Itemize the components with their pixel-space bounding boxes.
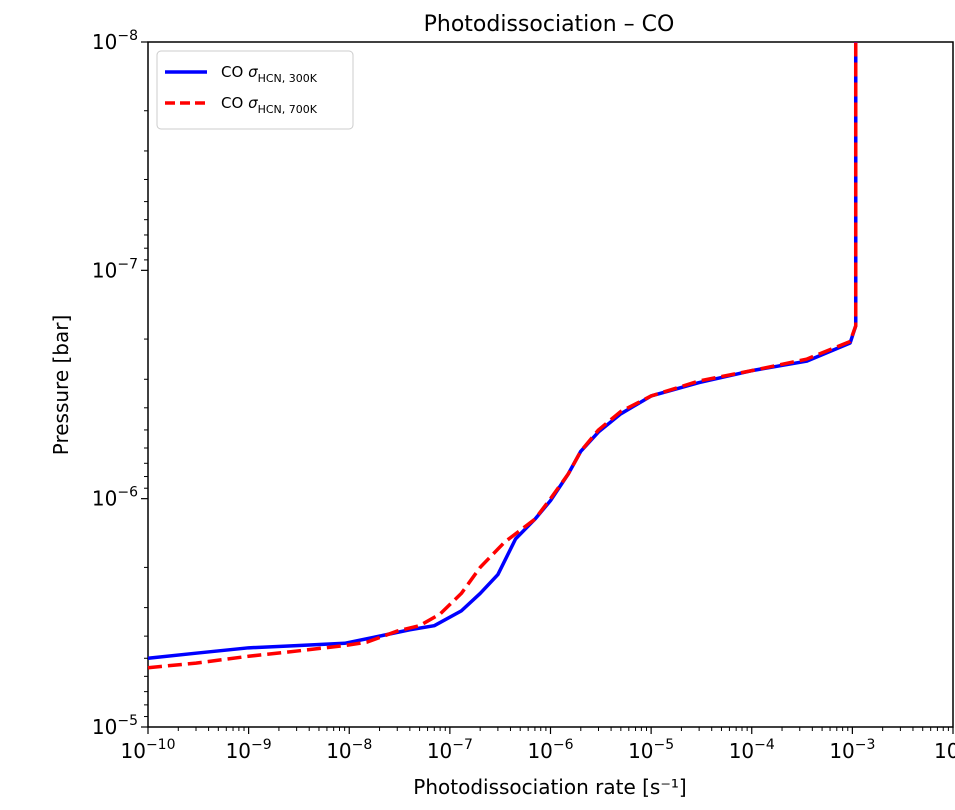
x-tick-label-exponent: −3 <box>855 737 876 753</box>
y-tick-label-exponent: −8 <box>117 28 138 44</box>
legend-label-prefix: CO <box>221 94 248 112</box>
y-tick-label: 10−7 <box>92 256 138 282</box>
x-tick-label-exponent: −8 <box>352 737 373 753</box>
x-tick-label-exponent: −9 <box>251 737 272 753</box>
plot-frame <box>147 41 954 728</box>
y-tick-label: 10−6 <box>92 485 138 511</box>
legend-label-symbol: σ <box>248 63 258 81</box>
x-tick-label-exponent: −7 <box>452 737 473 753</box>
minor-ticks <box>144 110 949 731</box>
x-tick-label-exponent: −4 <box>754 737 775 753</box>
x-tick-label: 10−3 <box>829 737 875 763</box>
x-tick-label-exponent: −6 <box>553 737 574 753</box>
x-tick-label: 10−10 <box>121 737 176 763</box>
x-tick-label-base: 10 <box>326 739 351 763</box>
x-tick-label: 10−5 <box>628 737 674 763</box>
y-tick-label-exponent: −6 <box>117 485 138 501</box>
x-tick-label-base: 10 <box>527 739 552 763</box>
plot-area <box>147 41 954 728</box>
y-tick-label-exponent: −5 <box>117 713 138 729</box>
x-tick-label-exponent: −5 <box>654 737 675 753</box>
x-tick-label: 10−6 <box>527 737 573 763</box>
y-tick-label-base: 10 <box>92 30 117 54</box>
x-tick-label-base: 10 <box>427 739 452 763</box>
x-tick-label-exponent: −10 <box>146 737 176 753</box>
series-line-2 <box>147 42 858 670</box>
chart-title: Photodissociation – CO <box>424 12 675 37</box>
x-tick-label: 10−7 <box>427 737 473 763</box>
x-tick-label-base: 10 <box>226 739 251 763</box>
series-layer <box>147 42 858 670</box>
x-tick-label-base: 10 <box>829 739 854 763</box>
legend-label-prefix: CO <box>221 63 248 81</box>
x-tick-label-base: 10 <box>628 739 653 763</box>
x-tick-label: 10−2 <box>934 737 955 763</box>
legend-label-2: CO σHCN, 700K <box>221 94 318 116</box>
legend-label-symbol: σ <box>248 94 258 112</box>
legend-label-1: CO σHCN, 300K <box>221 63 318 85</box>
y-axis-ticks: 10−810−710−610−5 <box>92 28 148 739</box>
legend-label-subscript: HCN, 700K <box>258 103 318 116</box>
x-tick-label-base: 10 <box>729 739 754 763</box>
x-tick-label: 10−9 <box>226 737 272 763</box>
legend-label-subscript: HCN, 300K <box>258 72 318 85</box>
x-tick-label-base: 10 <box>121 739 146 763</box>
y-tick-label-base: 10 <box>92 715 117 739</box>
x-axis-label: Photodissociation rate [s⁻¹] <box>413 775 686 799</box>
x-tick-label: 10−4 <box>729 737 775 763</box>
x-tick-label-base: 10 <box>934 739 955 763</box>
y-tick-label-base: 10 <box>92 258 117 282</box>
y-tick-label: 10−5 <box>92 713 138 739</box>
series-line-1 <box>147 42 858 661</box>
y-tick-label-base: 10 <box>92 487 117 511</box>
x-tick-label: 10−8 <box>326 737 372 763</box>
y-tick-label: 10−8 <box>92 28 138 54</box>
y-axis-label: Pressure [bar] <box>49 315 73 456</box>
y-tick-label-exponent: −7 <box>117 256 138 272</box>
